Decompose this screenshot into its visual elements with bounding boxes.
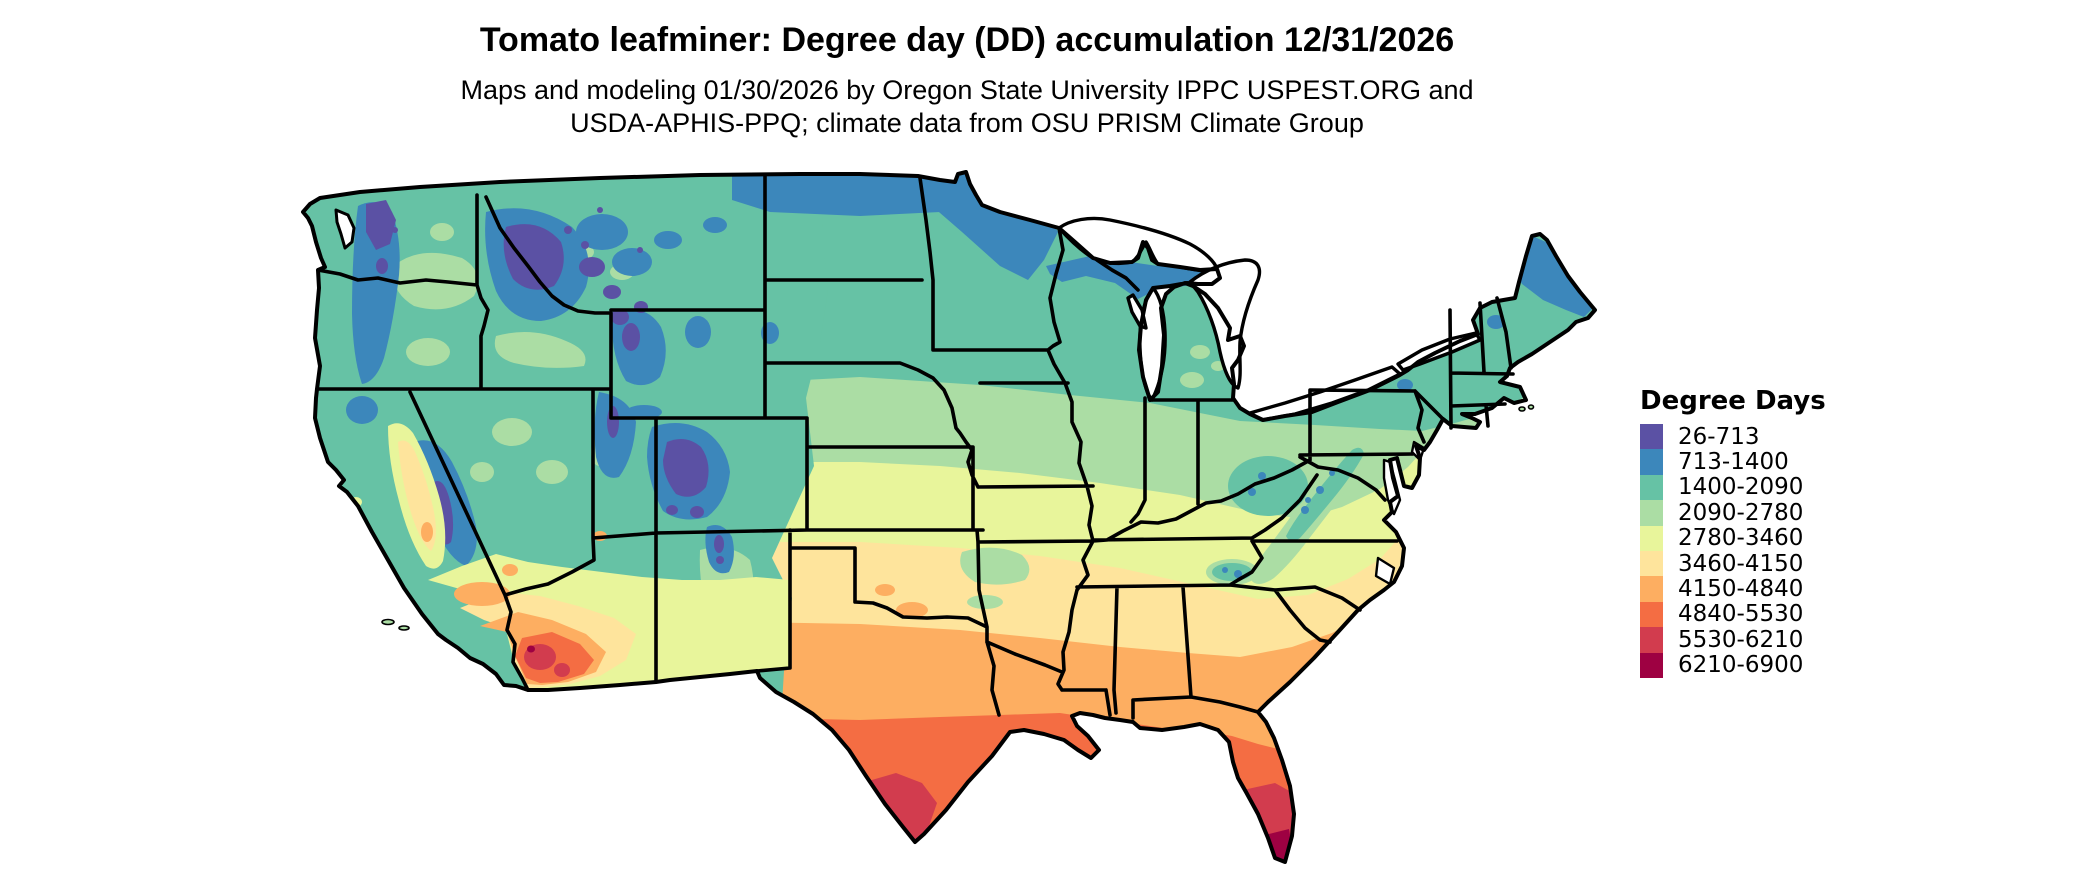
puget-sound — [334, 208, 356, 250]
legend-label: 26-713 — [1678, 423, 1760, 450]
lake-huron — [1188, 258, 1262, 390]
legend-label: 1400-2090 — [1678, 474, 1804, 501]
ok-warm-spot — [896, 602, 928, 618]
figure-title: Tomato leafminer: Degree day (DD) accumu… — [479, 21, 1455, 59]
figure-header: Tomato leafminer: Degree day (DD) accumu… — [0, 0, 1934, 140]
legend-label: 713-1400 — [1678, 449, 1789, 476]
legend-label: 2090-2780 — [1678, 499, 1804, 526]
us-outline — [301, 170, 1597, 864]
legend-label: 4840-5530 — [1678, 601, 1804, 628]
offshore-islands — [381, 404, 1535, 631]
legend-swatch-26-713 — [1640, 424, 1663, 450]
ok-warm-spot-2 — [875, 584, 895, 596]
legend-swatch-6210-6900 — [1640, 652, 1663, 678]
map-legend: Degree Days 26-713 713-1400 1400-2090 20… — [1640, 386, 1826, 678]
legend-label: 3460-4150 — [1678, 550, 1804, 577]
florida-keys — [1241, 870, 1272, 881]
subtitle-line-1: Maps and modeling 01/30/2026 by Oregon S… — [460, 75, 1474, 105]
southwest-desert-warm — [428, 531, 790, 690]
legend-row: 713-1400 — [1640, 449, 1826, 476]
legend-row: 4840-5530 — [1640, 601, 1826, 628]
legend-swatch-3460-4150 — [1640, 550, 1663, 577]
legend-swatch-1400-2090 — [1640, 474, 1663, 501]
us-degree-day-map — [300, 170, 1630, 892]
legend-row: 2780-3460 — [1640, 525, 1826, 552]
legend-swatch-713-1400 — [1640, 449, 1663, 475]
legend-label: 5530-6210 — [1678, 626, 1804, 653]
legend-row: 4150-4840 — [1640, 576, 1826, 603]
legend-swatch-4150-4840 — [1640, 576, 1663, 602]
state-borders — [315, 174, 1515, 720]
legend-row: 26-713 — [1640, 423, 1826, 450]
legend-swatch-4840-5530 — [1640, 601, 1663, 628]
legend-title: Degree Days — [1640, 386, 1826, 416]
legend-row: 5530-6210 — [1640, 626, 1826, 653]
subtitle-line-2: USDA-APHIS-PPQ; climate data from OSU PR… — [570, 108, 1364, 138]
legend-label: 4150-4840 — [1678, 576, 1804, 603]
legend-label: 2780-3460 — [1678, 525, 1804, 552]
legend-row: 1400-2090 — [1640, 474, 1826, 501]
legend-swatch-2780-3460 — [1640, 525, 1663, 551]
legend-label: 6210-6900 — [1678, 652, 1804, 679]
legend-row: 6210-6900 — [1640, 652, 1826, 679]
us-map-svg — [301, 170, 1597, 881]
legend-row: 2090-2780 — [1640, 499, 1826, 526]
legend-row: 3460-4150 — [1640, 550, 1826, 577]
figure-subtitle: Maps and modeling 01/30/2026 by Oregon S… — [0, 74, 1934, 140]
legend-swatch-5530-6210 — [1640, 627, 1663, 653]
legend-swatch-2090-2780 — [1640, 500, 1663, 526]
